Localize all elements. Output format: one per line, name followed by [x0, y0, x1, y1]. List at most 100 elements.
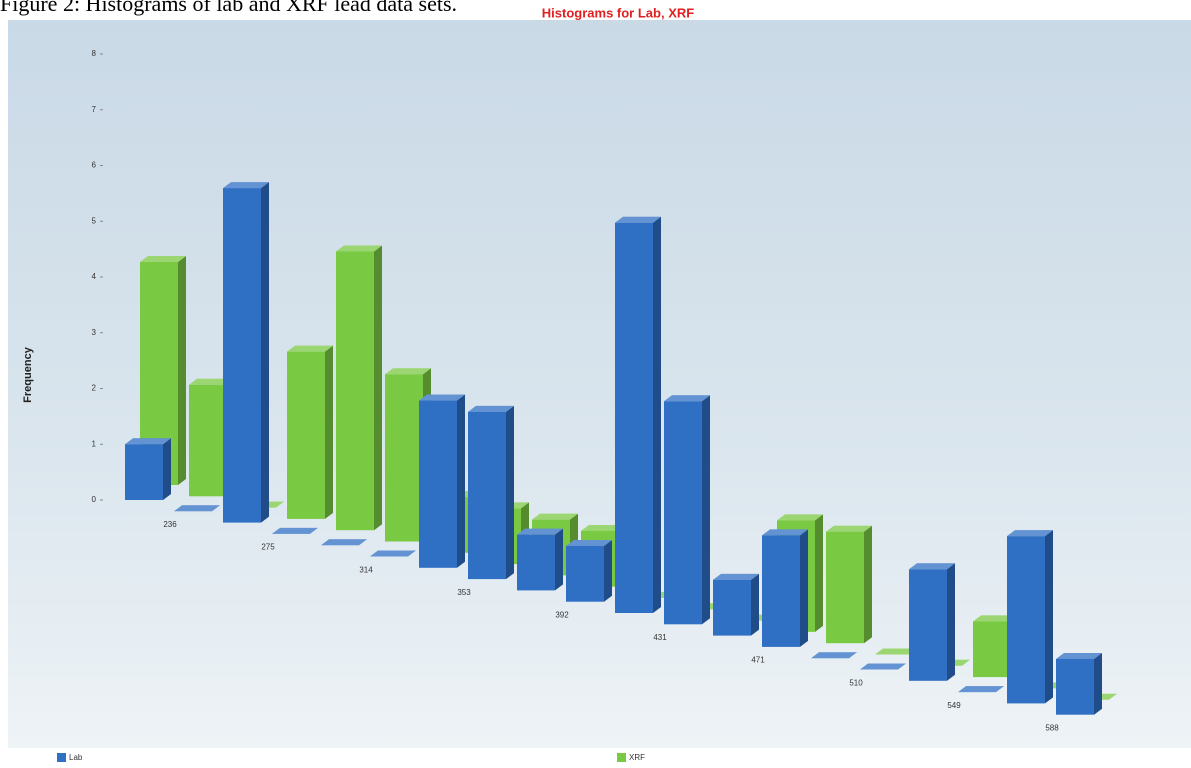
- bar: [385, 374, 423, 542]
- bar-top: [860, 663, 906, 670]
- bar-top-shade: [532, 513, 578, 520]
- bar-top: [1056, 652, 1102, 659]
- bar-top: [811, 652, 857, 659]
- bar-top: [336, 245, 382, 252]
- bar-top-shade: [468, 405, 514, 412]
- bar: [189, 384, 227, 497]
- bar-top: [517, 528, 563, 535]
- bar-side-shade: [751, 573, 759, 636]
- bar: [826, 531, 864, 644]
- bar-top: [777, 514, 823, 521]
- bar-side-shade: [947, 563, 955, 681]
- y-tick-label: 6: [92, 161, 97, 170]
- bar-side: [163, 438, 171, 500]
- bar: [615, 222, 653, 613]
- bar-top-shade: [811, 652, 857, 659]
- x-tick-label: 353: [457, 588, 471, 597]
- bar-top-shade: [419, 394, 465, 401]
- bar-top-shade: [958, 686, 1004, 693]
- legend-swatch: [57, 753, 66, 762]
- y-tick-label: 7: [92, 105, 97, 114]
- bar-side: [800, 529, 808, 647]
- bar-top: [468, 405, 514, 412]
- bar: [336, 251, 374, 531]
- bar-top-shade: [370, 550, 416, 557]
- bar-top-shade: [517, 528, 563, 535]
- bar: [125, 444, 163, 500]
- y-tick-label: 5: [92, 216, 97, 225]
- bar: [566, 545, 604, 602]
- bar-top-shade: [272, 527, 318, 534]
- bar-top: [909, 563, 955, 570]
- bar-top: [958, 686, 1004, 693]
- bar-top: [223, 182, 269, 189]
- bar-side: [751, 573, 759, 636]
- bar-top: [1007, 530, 1053, 537]
- bar-side-shade: [457, 394, 465, 568]
- bar-top: [566, 539, 612, 546]
- y-tick-label: 3: [92, 328, 97, 337]
- bar-top: [385, 368, 431, 375]
- y-tick-label: 1: [92, 439, 97, 448]
- x-tick-label: 471: [751, 656, 765, 665]
- bar-top: [140, 256, 186, 262]
- bar-side-shade: [800, 529, 808, 647]
- bar-side: [702, 395, 710, 625]
- bar-top-shade: [1007, 530, 1053, 537]
- x-tick-label: 431: [653, 633, 667, 642]
- bar-side: [653, 216, 661, 613]
- bar-top-shade: [566, 539, 612, 546]
- bar-side-shade: [815, 514, 823, 632]
- bar-top-shade: [615, 216, 661, 223]
- bar-side-shade: [604, 539, 612, 602]
- bar: [909, 569, 947, 681]
- bar-top-shade: [287, 345, 333, 352]
- bar-side-shade: [325, 345, 333, 519]
- bar-top: [826, 525, 872, 532]
- bar-top: [272, 527, 318, 534]
- bar-top-shade: [762, 529, 808, 536]
- x-tick-label: 314: [359, 565, 373, 574]
- bar-top-shade: [777, 514, 823, 521]
- bar-top: [664, 395, 710, 402]
- bar-side: [1045, 530, 1053, 704]
- chart-title: Histograms for Lab, XRF: [542, 5, 694, 20]
- bar-top-shade: [385, 368, 431, 375]
- bar-side-shade: [374, 245, 382, 531]
- bar-top-shade: [125, 438, 171, 445]
- bar-side: [1094, 652, 1102, 715]
- bar: [664, 401, 702, 625]
- x-tick-label: 275: [261, 543, 275, 552]
- bar-top: [287, 345, 333, 352]
- bar-side-shade: [1094, 652, 1102, 715]
- bar: [287, 351, 325, 519]
- bar-side-shade: [1045, 530, 1053, 704]
- legend-label: Lab: [69, 753, 83, 762]
- y-axis-label: Frequency: [22, 346, 34, 403]
- bar-side: [374, 245, 382, 531]
- bar-top: [532, 513, 578, 520]
- bar: [973, 621, 1011, 678]
- bar-side: [815, 514, 823, 632]
- bar-side: [261, 182, 269, 523]
- bar-top-shade: [321, 539, 367, 546]
- bar-side: [555, 528, 563, 591]
- bar-top-shade: [713, 573, 759, 580]
- bar-top: [762, 529, 808, 536]
- bar-top: [615, 216, 661, 223]
- bar-top-shade: [140, 256, 186, 262]
- bar-top-shade: [1056, 652, 1102, 659]
- bar-top: [419, 394, 465, 401]
- legend-label: XRF: [629, 753, 645, 762]
- bar: [1007, 536, 1045, 704]
- bar-top-shade: [826, 525, 872, 532]
- x-tick-label: 588: [1045, 724, 1059, 733]
- bar-side: [604, 539, 612, 602]
- bar-side: [325, 345, 333, 519]
- legend-swatch: [617, 753, 626, 762]
- x-tick-label: 392: [555, 611, 569, 620]
- bar: [223, 188, 261, 523]
- bar-side-shade: [163, 438, 171, 500]
